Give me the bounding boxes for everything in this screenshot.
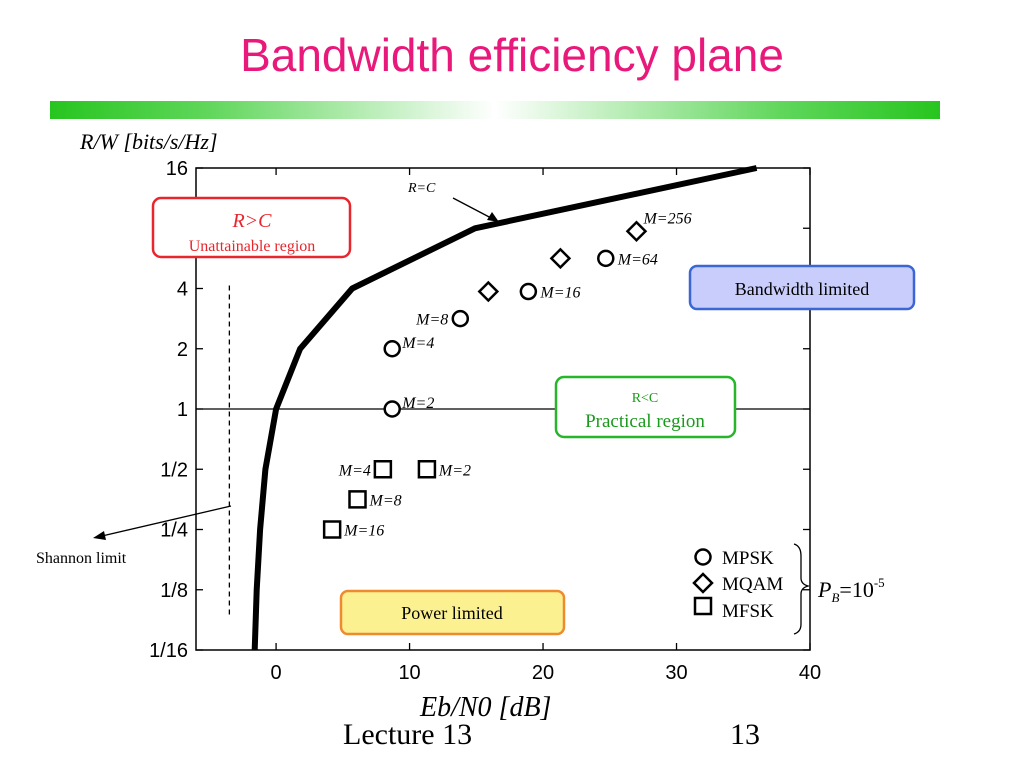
- title-underline-left: [50, 101, 495, 119]
- rc-arrow: [452, 197, 494, 220]
- y-tick-label: 1/2: [160, 459, 188, 481]
- power-limited-box: [339, 589, 566, 636]
- mfsk-marker: [348, 490, 367, 509]
- legend-mfsk-label: MFSK: [722, 601, 774, 622]
- unattainable-top-label: R>C: [231, 210, 272, 232]
- pb-label: PB=10-5: [817, 575, 885, 605]
- footer-lecture: Lecture 13: [343, 718, 473, 751]
- shannon-curve: [251, 165, 758, 651]
- y-tick-label: 2: [177, 339, 188, 361]
- mpsk-marker: [383, 400, 401, 418]
- x-tick-label: 40: [799, 662, 821, 684]
- y-tick-label: 1: [177, 399, 188, 421]
- y-axis-label: R/W [bits/s/Hz]: [79, 129, 218, 154]
- marker-label: M=64: [617, 251, 658, 268]
- y-tick-label: 1/8: [160, 580, 188, 602]
- mfsk-marker: [373, 460, 393, 479]
- legend-mpsk-marker: [694, 548, 712, 566]
- mpsk-marker: [519, 282, 538, 301]
- rc-arrowhead: [487, 212, 499, 222]
- legend-brace: [793, 543, 811, 635]
- unattainable-region-box: [151, 196, 352, 259]
- shannon-limit-arrowhead: [93, 531, 106, 540]
- practical-region-box: [554, 375, 737, 439]
- legend-mqam-marker: [692, 572, 714, 594]
- shannon-limit-label: Shannon limit: [36, 550, 127, 567]
- practical-bottom-label: Practical region: [585, 411, 705, 432]
- x-tick-label: 30: [665, 662, 687, 684]
- legend-mqam-label: MQAM: [722, 574, 783, 595]
- practical-top-label: R<C: [632, 391, 659, 406]
- y-tick-label: 16: [166, 158, 188, 180]
- marker-label: M=16: [539, 285, 580, 302]
- title-underline: [50, 101, 940, 119]
- x-tick-label: 10: [398, 662, 420, 684]
- mqam-marker: [477, 280, 500, 303]
- legend-mfsk-marker: [693, 596, 713, 616]
- mfsk-marker: [322, 520, 342, 539]
- unattainable-bottom-label: Unattainable region: [189, 238, 316, 255]
- footer-page-number: 13: [730, 718, 760, 751]
- marker-label: M=2: [438, 462, 471, 479]
- y-tick-label: 4: [177, 279, 188, 301]
- power-limited-label: Power limited: [401, 603, 503, 623]
- mpsk-marker: [451, 309, 470, 328]
- x-tick-label: 0: [271, 662, 282, 684]
- markers-layer: M=2 M=4 M=8 M=16 M=64 M=256 M=2 M=4 M=8 M=16: [322, 210, 692, 540]
- pb-equals: =10: [839, 577, 873, 602]
- legend: MPSK MQAM MFSK PB=10-5: [692, 543, 885, 635]
- shannon-limit-arrow: [101, 505, 232, 537]
- mqam-marker: [549, 247, 572, 270]
- x-tick-label: 20: [532, 662, 554, 684]
- marker-label: M=4: [401, 335, 434, 352]
- marker-label: M=2: [401, 395, 434, 412]
- bandwidth-limited-label: Bandwidth limited: [735, 279, 870, 299]
- marker-label: M=4: [338, 462, 371, 479]
- title-underline-right: [495, 101, 940, 119]
- legend-mpsk-label: MPSK: [722, 548, 774, 569]
- slide-title: Bandwidth efficiency plane: [240, 29, 784, 81]
- pb-symbol: P: [817, 577, 831, 602]
- pb-subscript: B: [831, 590, 839, 605]
- x-axis-label: Eb/N0 [dB]: [419, 692, 551, 723]
- mfsk-marker: [417, 460, 437, 479]
- bandwidth-limited-box: [688, 264, 916, 311]
- mpsk-marker: [597, 249, 615, 268]
- marker-label: M=8: [369, 492, 402, 509]
- y-tick-label: 1/4: [160, 520, 188, 542]
- mpsk-marker: [383, 340, 401, 358]
- rc-curve-label: R=C: [407, 181, 436, 196]
- marker-label: M=256: [642, 210, 691, 227]
- y-tick-label: 1/16: [149, 640, 188, 662]
- marker-label: M=8: [415, 312, 448, 329]
- marker-label: M=16: [343, 523, 384, 540]
- mqam-marker: [625, 220, 648, 243]
- pb-exponent: -5: [874, 575, 885, 590]
